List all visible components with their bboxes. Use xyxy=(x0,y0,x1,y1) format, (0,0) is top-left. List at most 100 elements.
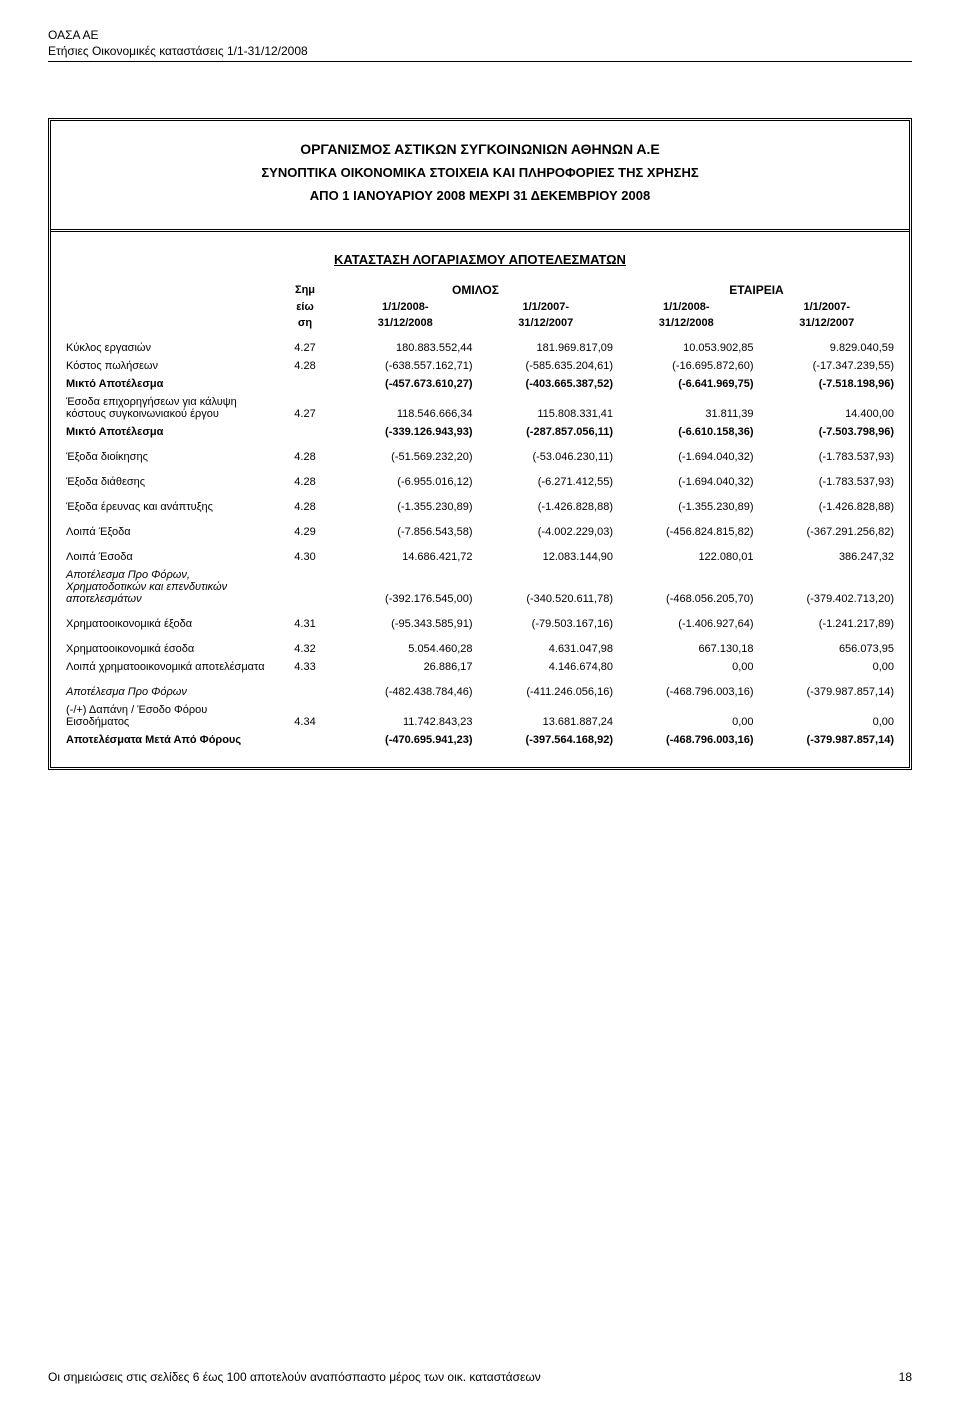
row-value-1: (-457.673.610,27) xyxy=(335,375,476,393)
table-row: Κύκλος εργασιών4.27180.883.552,44181.969… xyxy=(63,339,897,357)
row-value-2: (-6.271.412,55) xyxy=(476,466,617,491)
page-header: ΟΑΣΑ ΑΕ Ετήσιες Οικονομικές καταστάσεις … xyxy=(48,28,912,62)
table-row: Έξοδα έρευνας και ανάπτυξης4.28(-1.355.2… xyxy=(63,491,897,516)
row-value-1: (-1.355.230,89) xyxy=(335,491,476,516)
row-value-3: (-1.406.927,64) xyxy=(616,608,757,633)
row-label: Έξοδα διάθεσης xyxy=(63,466,275,491)
row-value-3: (-1.355.230,89) xyxy=(616,491,757,516)
row-value-2: (-4.002.229,03) xyxy=(476,516,617,541)
page-footer: Οι σημειώσεις στις σελίδες 6 έως 100 απο… xyxy=(48,1370,912,1384)
table-row: Μικτό Αποτέλεσμα(-339.126.943,93)(-287.8… xyxy=(63,423,897,441)
row-value-2: 12.083.144,90 xyxy=(476,541,617,566)
row-value-3: (-468.056.205,70) xyxy=(616,566,757,608)
row-note xyxy=(275,566,335,608)
row-label: (-/+) Δαπάνη / Έσοδο Φόρου Εισοδήματος xyxy=(63,701,275,731)
row-label: Έσοδα επιχορηγήσεων για κάλυψη κόστους σ… xyxy=(63,393,275,423)
row-value-2: (-403.665.387,52) xyxy=(476,375,617,393)
row-label: Αποτέλεσμα Προ Φόρων xyxy=(63,676,275,701)
table-row: Μικτό Αποτέλεσμα (-457.673.610,27)(-403.6… xyxy=(63,375,897,393)
col-period-2b: 31/12/2007 xyxy=(476,315,617,331)
row-value-3: 31.811,39 xyxy=(616,393,757,423)
row-value-1: 11.742.843,23 xyxy=(335,701,476,731)
note-header-2: είω xyxy=(275,299,335,315)
row-label: Λοιπά Έξοδα xyxy=(63,516,275,541)
note-header-3: ση xyxy=(275,315,335,331)
header-rule xyxy=(48,61,912,62)
table-row: Έξοδα διοίκησης4.28(-51.569.232,20)(-53.… xyxy=(63,441,897,466)
row-label: Κόστος πωλήσεων xyxy=(63,357,275,375)
row-label: Κύκλος εργασιών xyxy=(63,339,275,357)
row-value-3: (-468.796.003,16) xyxy=(616,731,757,749)
statement-frame: ΟΡΓΑΝΙΣΜΟΣ ΑΣΤΙΚΩΝ ΣΥΓΚΟΙΝΩΝΙΩΝ ΑΘΗΝΩΝ Α… xyxy=(48,118,912,770)
row-note: 4.28 xyxy=(275,441,335,466)
row-note: 4.28 xyxy=(275,466,335,491)
row-value-3: 0,00 xyxy=(616,701,757,731)
row-value-3: (-468.796.003,16) xyxy=(616,676,757,701)
row-value-4: (-367.291.256,82) xyxy=(757,516,898,541)
row-note xyxy=(275,375,335,393)
row-value-4: (-17.347.239,55) xyxy=(757,357,898,375)
row-note xyxy=(275,423,335,441)
row-note: 4.27 xyxy=(275,339,335,357)
row-value-2: (-53.046.230,11) xyxy=(476,441,617,466)
row-value-4: (-1.783.537,93) xyxy=(757,466,898,491)
col-period-2a: 1/1/2007- xyxy=(476,299,617,315)
row-value-3: 10.053.902,85 xyxy=(616,339,757,357)
footer-note: Οι σημειώσεις στις σελίδες 6 έως 100 απο… xyxy=(48,1370,541,1384)
row-value-4: 0,00 xyxy=(757,701,898,731)
row-value-2: 115.808.331,41 xyxy=(476,393,617,423)
row-value-4: (-1.426.828,88) xyxy=(757,491,898,516)
row-value-1: (-339.126.943,93) xyxy=(335,423,476,441)
row-value-4: (-7.518.198,96) xyxy=(757,375,898,393)
row-note: 4.27 xyxy=(275,393,335,423)
row-label: Έξοδα έρευνας και ανάπτυξης xyxy=(63,491,275,516)
data-area: Κύκλος εργασιών4.27180.883.552,44181.969… xyxy=(51,337,909,767)
table-row: Λοιπά χρηματοοικονομικά αποτελέσματα4.33… xyxy=(63,658,897,676)
row-value-4: 656.073,95 xyxy=(757,633,898,658)
row-value-4: (-1.241.217,89) xyxy=(757,608,898,633)
row-note xyxy=(275,731,335,749)
row-value-1: (-6.955.016,12) xyxy=(335,466,476,491)
table-row: Λοιπά Έξοδα4.29(-7.856.543,58)(-4.002.22… xyxy=(63,516,897,541)
col-period-4a: 1/1/2007- xyxy=(757,299,898,315)
row-label: Λοιπά Έσοδα xyxy=(63,541,275,566)
row-value-4: (-7.503.798,96) xyxy=(757,423,898,441)
col-period-3b: 31/12/2008 xyxy=(616,315,757,331)
row-label: Λοιπά χρηματοοικονομικά αποτελέσματα xyxy=(63,658,275,676)
row-value-4: (-379.987.857,14) xyxy=(757,731,898,749)
row-value-1: (-482.438.784,46) xyxy=(335,676,476,701)
title-line-3: ΑΠΟ 1 ΙΑΝΟΥΑΡΙΟΥ 2008 ΜΕΧΡΙ 31 ΔΕΚΕΜΒΡΙΟ… xyxy=(71,188,889,203)
table-row: (-/+) Δαπάνη / Έσοδο Φόρου Εισοδήματος4.… xyxy=(63,701,897,731)
col-period-1a: 1/1/2008- xyxy=(335,299,476,315)
row-value-3: 0,00 xyxy=(616,658,757,676)
income-statement-table: Κύκλος εργασιών4.27180.883.552,44181.969… xyxy=(63,339,897,749)
row-value-1: (-392.176.545,00) xyxy=(335,566,476,608)
title-line-2: ΣΥΝΟΠΤΙΚΑ ΟΙΚΟΝΟΜΙΚΑ ΣΤΟΙΧΕΙΑ ΚΑΙ ΠΛΗΡΟΦ… xyxy=(71,165,889,180)
row-value-2: 181.969.817,09 xyxy=(476,339,617,357)
table-row: Χρηματοοικονομικά έσοδα4.325.054.460,284… xyxy=(63,633,897,658)
footer-page-number: 18 xyxy=(899,1370,912,1384)
header-subtitle: Ετήσιες Οικονομικές καταστάσεις 1/1-31/1… xyxy=(48,44,912,60)
row-value-3: (-1.694.040,32) xyxy=(616,466,757,491)
header-company: ΟΑΣΑ ΑΕ xyxy=(48,28,912,44)
row-note: 4.31 xyxy=(275,608,335,633)
row-value-1: 14.686.421,72 xyxy=(335,541,476,566)
row-value-4: (-379.987.857,14) xyxy=(757,676,898,701)
row-value-4: 14.400,00 xyxy=(757,393,898,423)
row-value-3: 667.130,18 xyxy=(616,633,757,658)
row-value-1: (-7.856.543,58) xyxy=(335,516,476,541)
row-value-1: (-95.343.585,91) xyxy=(335,608,476,633)
row-value-1: (-638.557.162,71) xyxy=(335,357,476,375)
row-value-3: (-1.694.040,32) xyxy=(616,441,757,466)
row-label: Χρηματοοικονομικά έσοδα xyxy=(63,633,275,658)
row-value-1: 26.886,17 xyxy=(335,658,476,676)
note-header-1: Σημ xyxy=(275,281,335,299)
row-value-1: 5.054.460,28 xyxy=(335,633,476,658)
row-label: Μικτό Αποτέλεσμα xyxy=(63,375,275,393)
row-value-3: (-456.824.815,82) xyxy=(616,516,757,541)
row-value-1: 118.546.666,34 xyxy=(335,393,476,423)
row-label: Χρηματοοικονομικά έξοδα xyxy=(63,608,275,633)
row-note xyxy=(275,676,335,701)
row-value-2: (-1.426.828,88) xyxy=(476,491,617,516)
row-value-3: (-16.695.872,60) xyxy=(616,357,757,375)
